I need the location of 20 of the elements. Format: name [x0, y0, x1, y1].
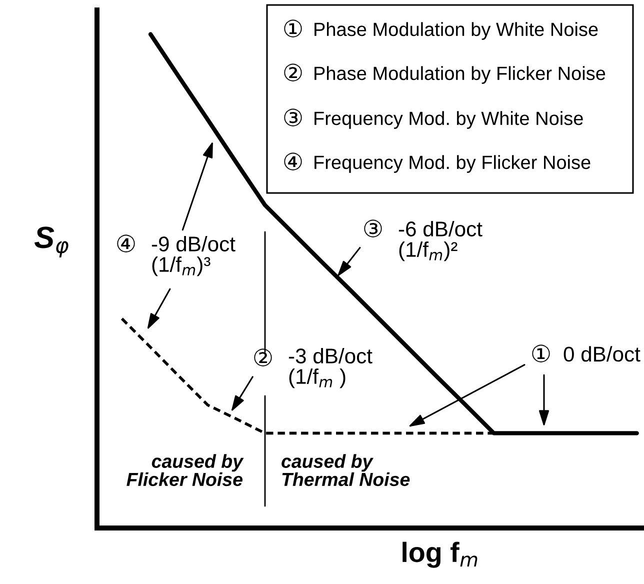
- annotation: -3 dB/oct (1/f$_{m}$ ): [288, 348, 372, 388]
- annotation: ②: [284, 64, 302, 82]
- annotation: caused by Flicker Noise: [126, 454, 244, 486]
- annotation: caused by Thermal Noise: [282, 454, 410, 486]
- annotation: -9 dB/oct (1/f$_{m}$)³: [152, 236, 236, 276]
- annotation: ④: [117, 234, 135, 252]
- annotation: Frequency Mod. by White Noise: [314, 111, 583, 129]
- annotation: Frequency Mod. by Flicker Noise: [314, 155, 590, 173]
- annotation: Phase Modulation by White Noise: [314, 22, 598, 40]
- annotation: ③: [284, 108, 302, 126]
- annotation: ②: [254, 348, 272, 366]
- annotation: 0 dB/oct: [564, 346, 640, 362]
- annotation: ①: [532, 344, 550, 362]
- x-axis-title: log f$_{m}$: [402, 542, 478, 568]
- annotation: Phase Modulation by Flicker Noise: [314, 66, 606, 84]
- annotation: ④: [284, 152, 302, 170]
- annotation: ①: [284, 20, 302, 38]
- y-axis-title: S$_{φ}$: [34, 226, 68, 258]
- annotation: -6 dB/oct (1/f$_{m}$)²: [398, 221, 482, 262]
- annotation: ③: [364, 220, 382, 238]
